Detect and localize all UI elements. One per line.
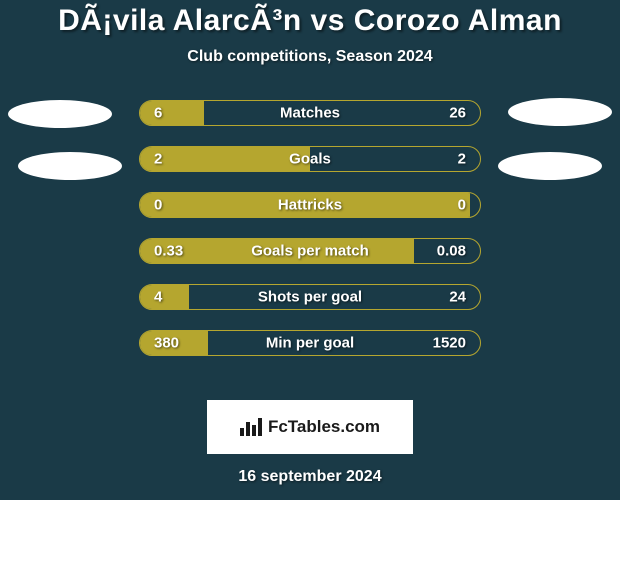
stat-label: Goals per match (251, 243, 369, 260)
stat-value-right: 2 (458, 151, 466, 168)
date-text: 16 september 2024 (238, 468, 381, 486)
stat-row: Hattricks 0 0 (139, 192, 481, 218)
stat-bar-left (140, 285, 189, 309)
stat-value-right: 0 (458, 197, 466, 214)
stat-value-left: 4 (154, 289, 162, 306)
stat-row: Shots per goal 4 24 (139, 284, 481, 310)
stat-label: Goals (289, 151, 331, 168)
stat-label: Min per goal (266, 335, 354, 352)
player-ellipse-left (8, 100, 112, 128)
stat-value-right: 1520 (433, 335, 466, 352)
stat-value-left: 0 (154, 197, 162, 214)
stat-value-right: 24 (449, 289, 466, 306)
stat-value-left: 0.33 (154, 243, 183, 260)
player-ellipse-left (18, 152, 122, 180)
player-ellipse-right (508, 98, 612, 126)
stat-row: Matches 6 26 (139, 100, 481, 126)
stat-row: Min per goal 380 1520 (139, 330, 481, 356)
stat-label: Hattricks (278, 197, 342, 214)
player-ellipse-right (498, 152, 602, 180)
stat-label: Shots per goal (258, 289, 362, 306)
comparison-chart: Matches 6 26 Goals 2 2 Hattricks 0 0 Goals per ma… (0, 100, 620, 376)
page-title: DÃ¡vila AlarcÃ³n vs Corozo Alman (58, 4, 562, 38)
stat-bar-left (140, 101, 204, 125)
bar-chart-icon (240, 418, 262, 436)
comparison-panel: DÃ¡vila AlarcÃ³n vs Corozo Alman Club co… (0, 0, 620, 500)
watermark: FcTables.com (207, 400, 413, 454)
stat-bar-left (140, 147, 310, 171)
stat-value-right: 0.08 (437, 243, 466, 260)
stat-row: Goals 2 2 (139, 146, 481, 172)
subtitle: Club competitions, Season 2024 (187, 48, 432, 66)
stat-value-left: 380 (154, 335, 179, 352)
stat-value-left: 2 (154, 151, 162, 168)
watermark-text: FcTables.com (268, 417, 380, 437)
stat-value-left: 6 (154, 105, 162, 122)
stat-row: Goals per match 0.33 0.08 (139, 238, 481, 264)
stat-label: Matches (280, 105, 340, 122)
stat-value-right: 26 (449, 105, 466, 122)
